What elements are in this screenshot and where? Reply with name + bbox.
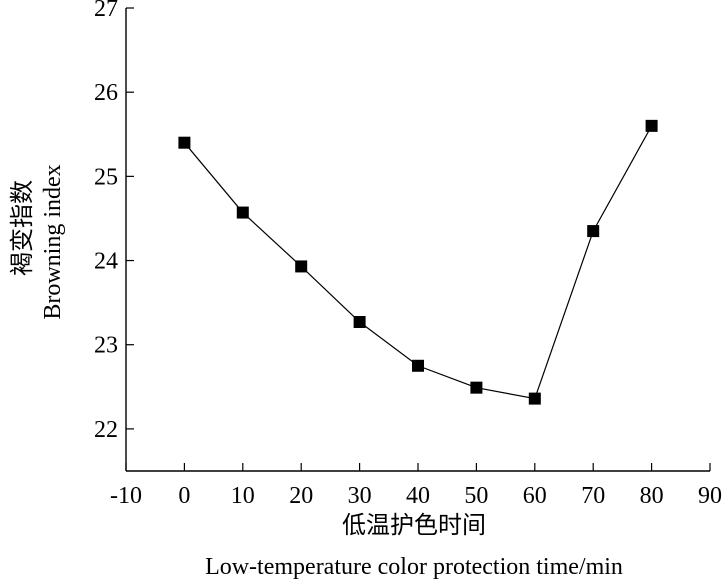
- x-tick-label: 20: [289, 483, 313, 509]
- data-point: [470, 381, 483, 394]
- x-axis-title-en: Low-temperature color protection time/mi…: [205, 554, 623, 580]
- y-tick-label: 23: [94, 333, 118, 359]
- data-point: [178, 136, 191, 149]
- axes: [125, 8, 710, 472]
- data-point: [295, 260, 308, 273]
- x-tick-label: -10: [110, 483, 142, 509]
- y-axis-title-en: Browning index: [40, 164, 66, 319]
- data-point: [412, 359, 424, 372]
- y-tick-label: 24: [94, 249, 118, 275]
- y-axis-title-cn: 褐变指数: [9, 180, 36, 276]
- x-tick-label: 40: [406, 483, 430, 509]
- y-tick-label: 22: [94, 417, 118, 443]
- x-tick-label: 60: [523, 483, 547, 509]
- series: [178, 119, 658, 405]
- x-tick-label: 70: [581, 483, 605, 509]
- data-point: [236, 206, 249, 219]
- x-tick-label: 0: [178, 483, 190, 509]
- data-point: [353, 315, 366, 328]
- series-line: [183, 125, 653, 400]
- data-point: [587, 225, 600, 238]
- x-tick-label: 90: [698, 483, 722, 509]
- x-tick-label: 80: [640, 483, 664, 509]
- data-point: [645, 119, 658, 132]
- x-tick-label: 50: [464, 483, 488, 509]
- y-tick-label: 26: [94, 80, 118, 106]
- ticks: -10 0 10 20 30 40 50 60 70 80 90 22 23 24 25 26 27: [94, 0, 722, 509]
- x-tick-label: 30: [348, 483, 372, 509]
- x-axis-title-cn: 低温护色时间: [342, 512, 486, 539]
- data-point: [528, 392, 541, 405]
- y-tick-label: 25: [94, 164, 118, 190]
- x-tick-label: 10: [231, 483, 255, 509]
- y-tick-label: 27: [94, 0, 118, 22]
